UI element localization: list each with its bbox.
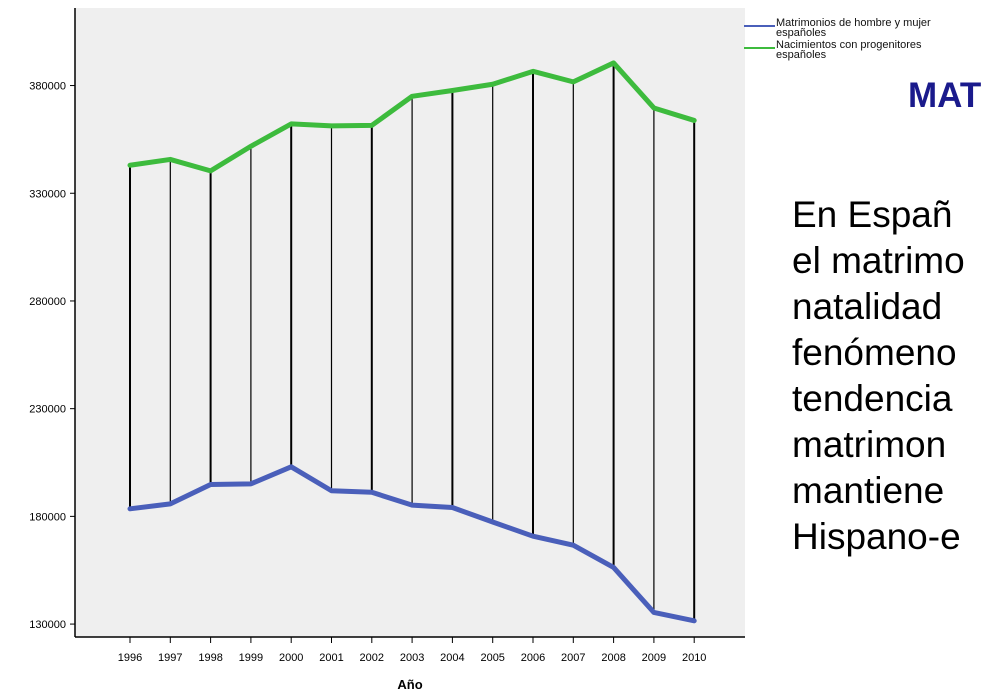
series-line-marriages [127, 464, 697, 624]
slide-body-line: matrimon [792, 424, 947, 465]
x-tick-label: 2007 [561, 652, 585, 664]
y-ticks: 130000 180000 230000 280000 330000 380000 [29, 81, 75, 631]
x-tick-label: 2009 [642, 652, 666, 664]
series-lines [127, 60, 697, 624]
y-tick-label: 230000 [29, 404, 66, 416]
legend-label-marriages-line2: españoles [776, 27, 827, 39]
legend-label-births-line1: Nacimientos con progenitores [776, 39, 922, 51]
x-tick-label: 2003 [400, 652, 424, 664]
y-tick-label: 180000 [29, 511, 66, 523]
slide-body-line: el matrimo [792, 240, 965, 281]
x-tick-label: 1997 [158, 652, 182, 664]
slide-body-line: fenómeno [792, 332, 957, 373]
x-tick-label: 1998 [198, 652, 222, 664]
x-ticks: 1996 1997 1998 1999 2000 2001 2002 2003 2004 2005… [118, 637, 706, 664]
y-tick-label: 130000 [29, 619, 66, 631]
legend-item-marriages: Matrimonios de hombre y mujer españoles [744, 17, 992, 39]
x-tick-label: 2005 [480, 652, 504, 664]
y-tick-label: 330000 [29, 188, 66, 200]
y-tick-label: 380000 [29, 81, 66, 93]
x-tick-label: 2004 [440, 652, 464, 664]
slide-body-line: tendencia [792, 378, 953, 419]
x-tick-label: 2001 [319, 652, 343, 664]
slide-body-line: natalidad [792, 286, 943, 327]
x-tick-label: 2000 [279, 652, 303, 664]
x-tick-label: 1996 [118, 652, 142, 664]
legend: Matrimonios de hombre y mujer españoles … [744, 18, 992, 62]
legend-item-births: Nacimientos con progenitores españoles [744, 39, 992, 61]
x-axis-label: Año [397, 677, 422, 692]
legend-swatch-births [744, 47, 775, 49]
x-tick-label: 1999 [239, 652, 263, 664]
series-line-births [127, 60, 697, 174]
legend-label-marriages-line1: Matrimonios de hombre y mujer [776, 17, 931, 29]
legend-label-births-line2: españoles [776, 49, 827, 61]
slide-body-line: Hispano-e [792, 516, 961, 557]
x-tick-label: 2008 [601, 652, 625, 664]
y-tick-label: 280000 [29, 296, 66, 308]
x-tick-label: 2006 [521, 652, 545, 664]
x-tick-label: 2002 [360, 652, 384, 664]
slide-body: En Españ el matrimo natalidad fenómeno t… [792, 192, 992, 560]
plot-area [75, 8, 745, 637]
drop-lines [129, 62, 696, 621]
slide-body-line: En Españ [792, 194, 953, 235]
x-tick-label: 2010 [682, 652, 706, 664]
slide-body-line: mantiene [792, 470, 945, 511]
legend-swatch-marriages [744, 25, 775, 27]
slide-title: MAT [908, 76, 982, 115]
